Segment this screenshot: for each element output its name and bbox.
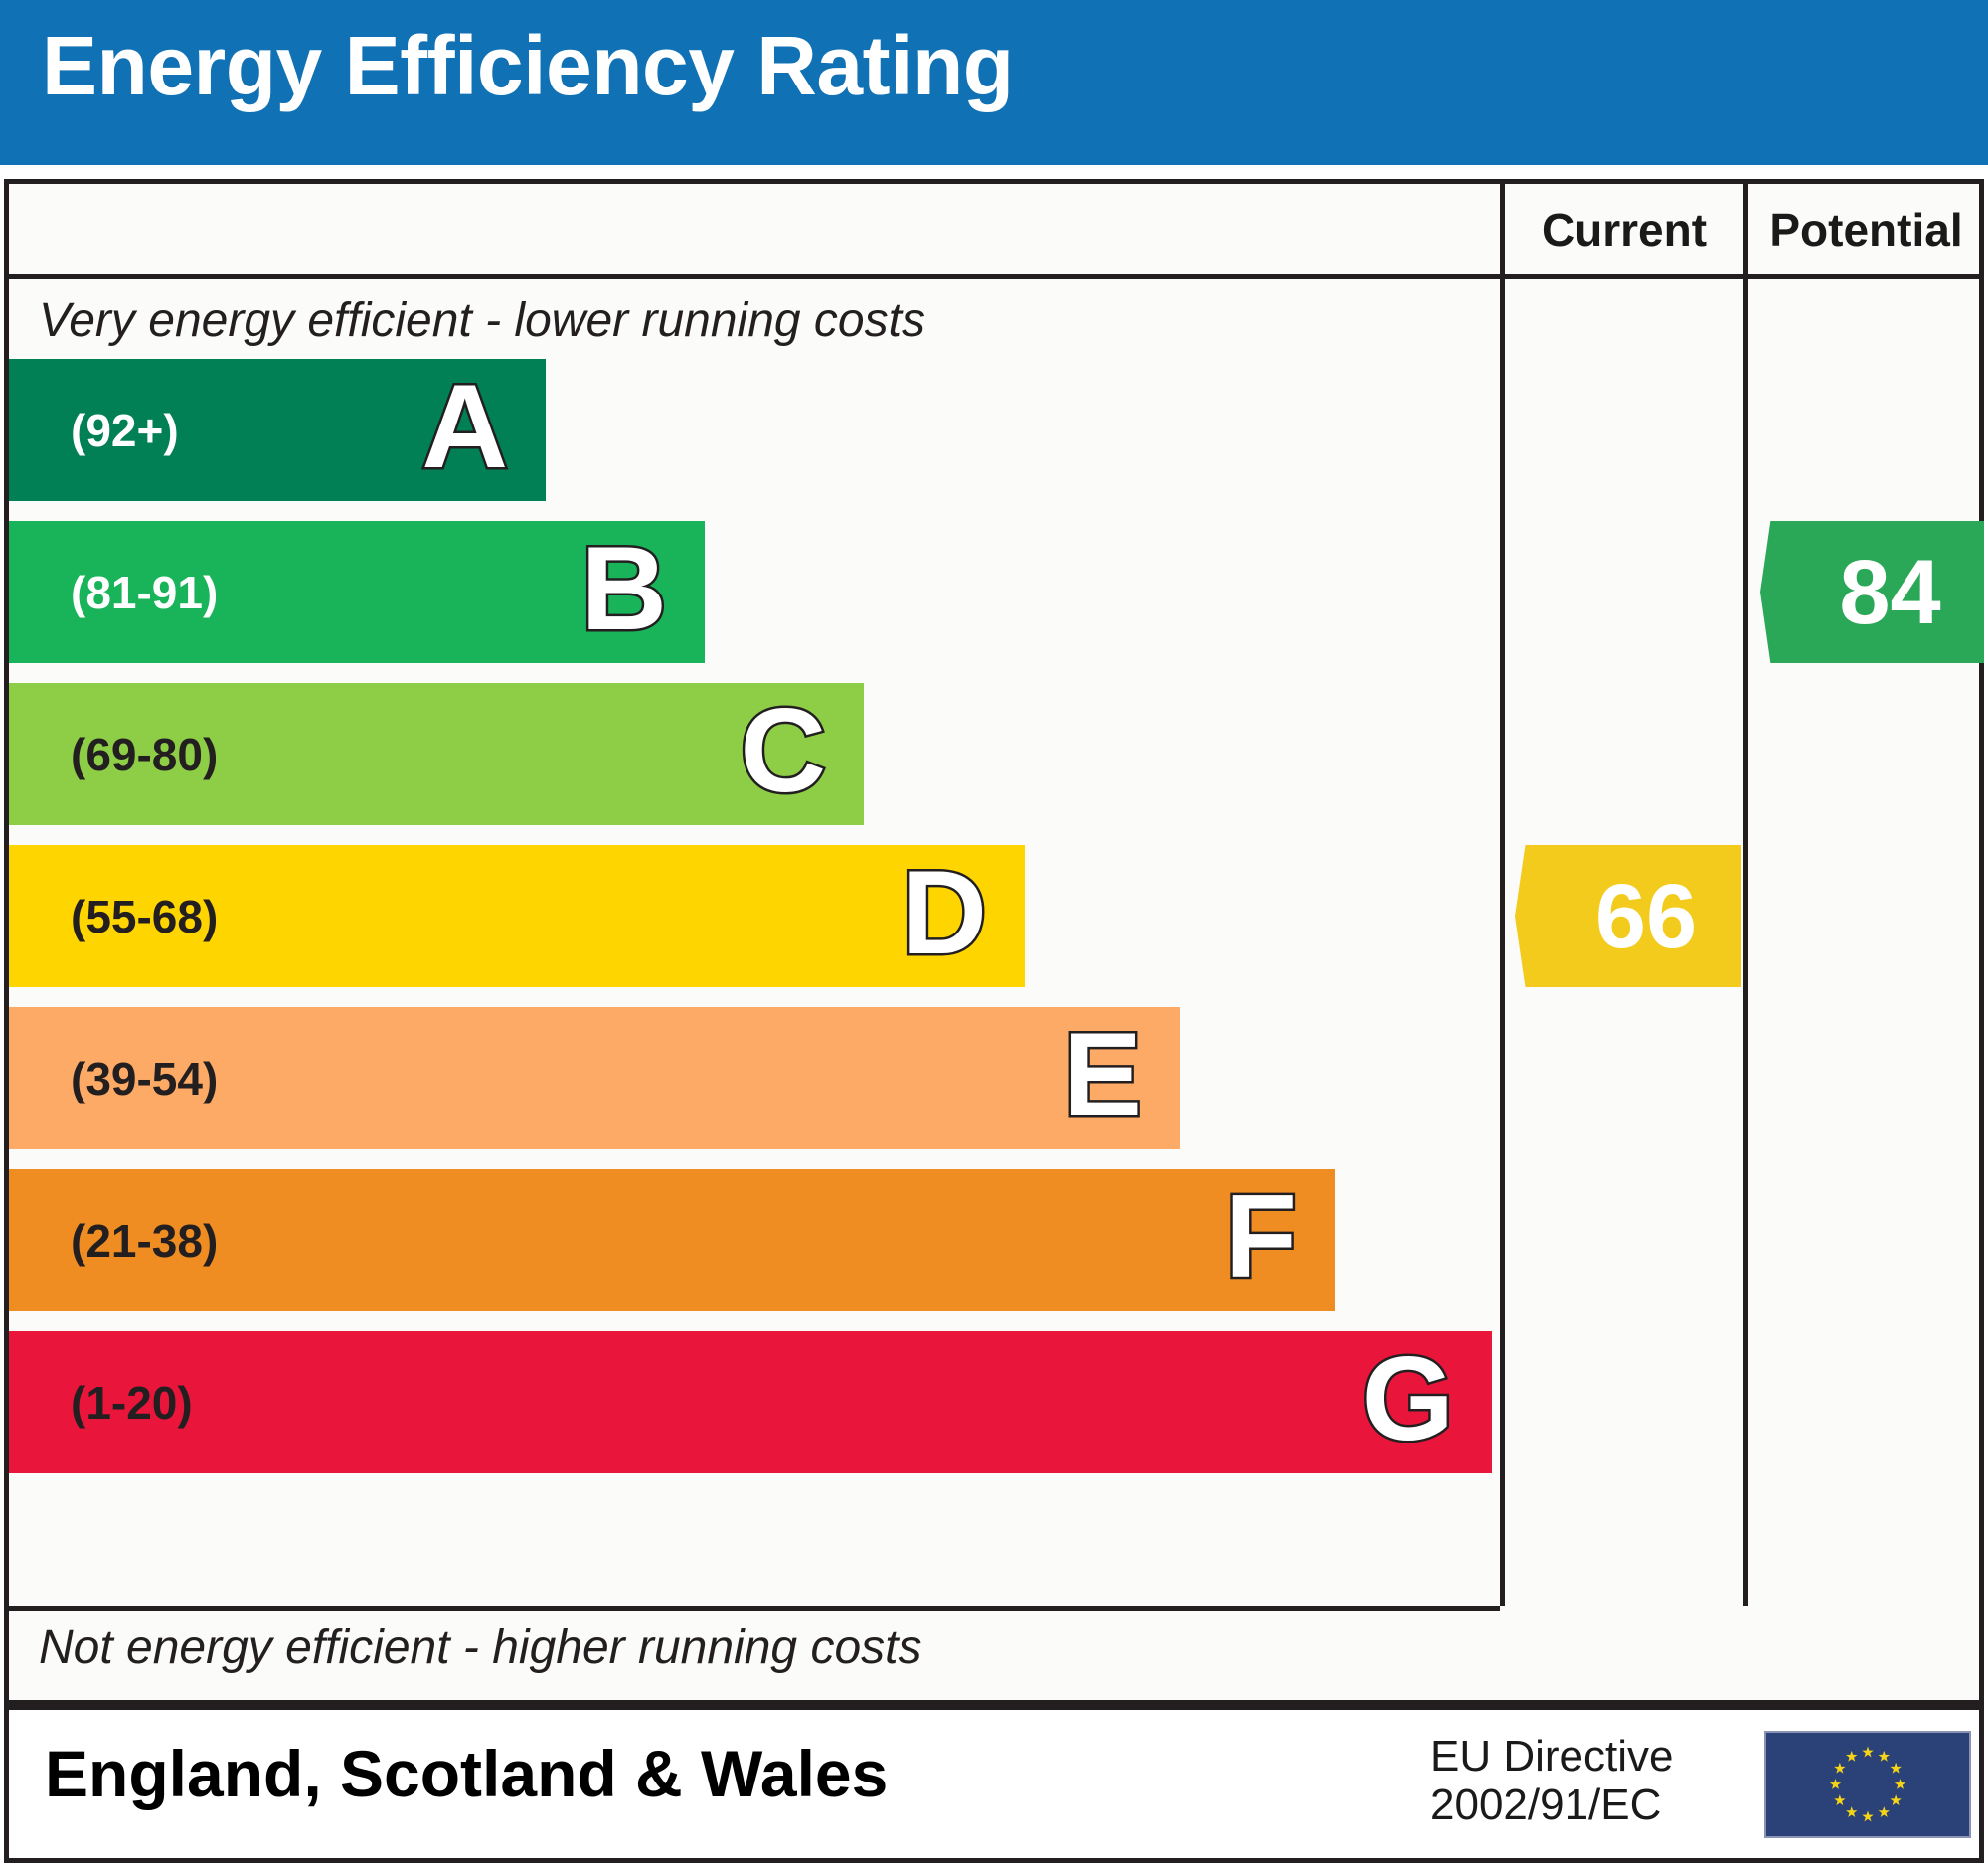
- band-range-d: (55-68): [71, 890, 219, 942]
- band-range-b: (81-91): [71, 566, 219, 618]
- current-rating-arrow: 66: [1515, 845, 1741, 987]
- footer-region-label: England, Scotland & Wales: [45, 1737, 889, 1810]
- column-header-potential: Potential: [1743, 184, 1984, 274]
- page-title: Energy Efficiency Rating: [42, 19, 1014, 112]
- title-bar: Energy Efficiency Rating: [0, 0, 1988, 165]
- footer-directive-label: EU Directive 2002/91/EC: [1430, 1732, 1674, 1830]
- band-letter-b: B: [579, 522, 670, 655]
- column-header-current: Current: [1500, 184, 1743, 274]
- column-divider-potential: [1743, 279, 1748, 1606]
- band-c: (69-80) C: [9, 683, 864, 825]
- directive-line-1: EU Directive: [1430, 1732, 1674, 1781]
- band-b: (81-91) B: [9, 521, 705, 663]
- band-letter-g: G: [1359, 1332, 1456, 1465]
- eu-flag-icon: [1764, 1731, 1971, 1838]
- directive-line-2: 2002/91/EC: [1430, 1781, 1662, 1830]
- band-letter-c: C: [738, 684, 829, 817]
- column-header-row: Current Potential: [9, 184, 1979, 279]
- band-a: (92+) A: [9, 359, 546, 501]
- band-letter-d: D: [899, 846, 990, 979]
- band-range-f: (21-38): [71, 1214, 219, 1267]
- band-f: (21-38) F: [9, 1169, 1335, 1311]
- current-rating-arrow-value: 66: [1594, 865, 1698, 967]
- band-d: (55-68) D: [9, 845, 1025, 987]
- footer-bar: England, Scotland & Wales EU Directive 2…: [4, 1705, 1984, 1863]
- band-range-c: (69-80): [71, 728, 219, 780]
- body-bottom-rule: [9, 1606, 1500, 1611]
- rating-table: Current Potential Very energy efficient …: [4, 179, 1984, 1705]
- band-range-g: (1-20): [71, 1376, 193, 1429]
- band-e: (39-54) E: [9, 1007, 1180, 1149]
- band-letter-f: F: [1222, 1170, 1299, 1303]
- caption-inefficient: Not energy efficient - higher running co…: [39, 1621, 922, 1674]
- band-g: (1-20) G: [9, 1331, 1492, 1473]
- column-divider-current: [1500, 279, 1505, 1606]
- potential-rating-arrow-value: 84: [1839, 541, 1941, 643]
- band-range-e: (39-54): [71, 1052, 219, 1104]
- caption-efficient: Very energy efficient - lower running co…: [39, 294, 925, 347]
- potential-rating-arrow: 84: [1760, 521, 1984, 663]
- band-letter-e: E: [1060, 1008, 1144, 1141]
- band-range-a: (92+): [71, 404, 179, 456]
- band-letter-a: A: [419, 360, 511, 493]
